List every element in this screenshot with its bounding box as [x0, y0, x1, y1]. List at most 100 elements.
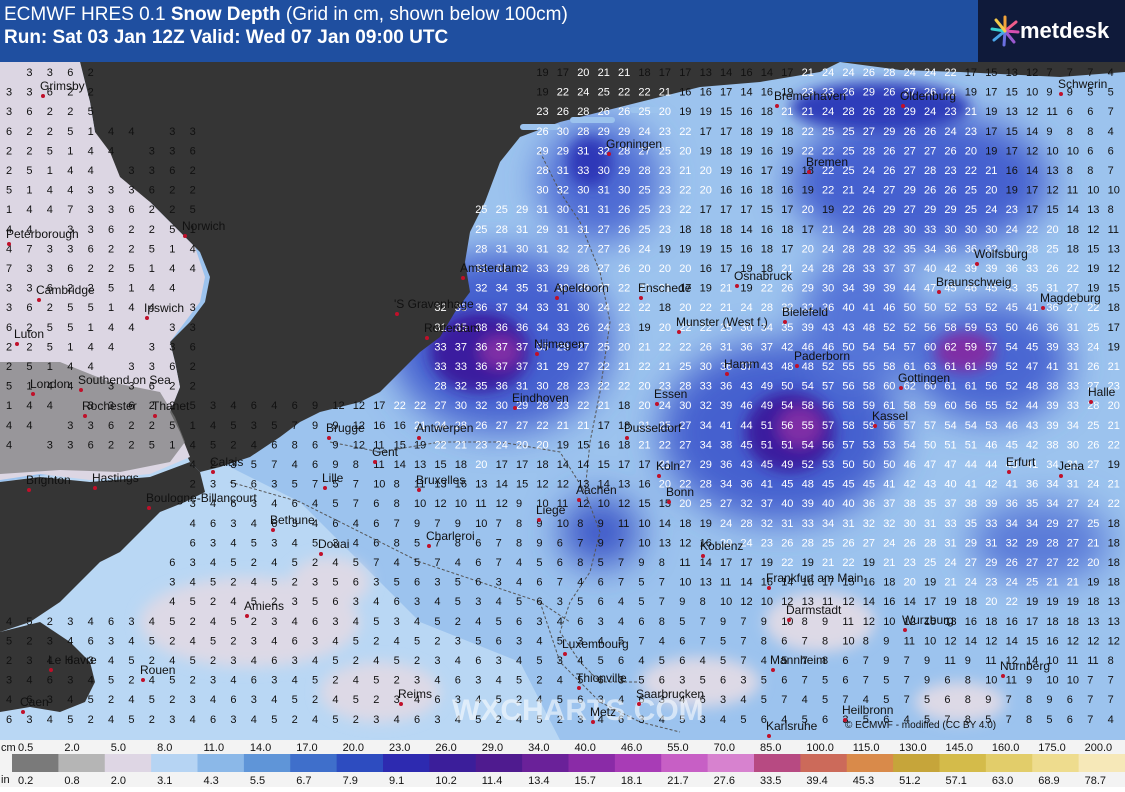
grid-value: 10: [1108, 185, 1120, 197]
grid-value: 30: [577, 185, 589, 197]
grid-value: 14: [740, 224, 752, 236]
grid-value: 8: [394, 498, 400, 510]
grid-value: 3: [638, 714, 644, 726]
grid-value: 26: [700, 341, 712, 353]
grid-value: 6: [26, 694, 32, 706]
grid-value: 11: [618, 518, 629, 530]
grid-value: 4: [210, 498, 216, 510]
grid-value: 15: [720, 106, 732, 118]
grid-value: 29: [802, 283, 814, 295]
chart-title: ECMWF HRES 0.1 Snow Depth (Grid in cm, s…: [4, 4, 568, 26]
grid-value: 22: [659, 439, 671, 451]
grid-value: 7: [353, 479, 359, 491]
grid-value: 52: [944, 302, 956, 314]
grid-value: 4: [190, 263, 196, 275]
grid-value: 9: [638, 557, 644, 569]
grid-value: 10: [781, 616, 793, 628]
grid-value: 5: [190, 400, 196, 412]
grid-value: 59: [965, 341, 977, 353]
grid-value: 11: [1046, 106, 1057, 118]
grid-value: 20: [904, 577, 916, 589]
grid-value: 3: [67, 420, 73, 432]
city-label: Calais: [210, 455, 243, 469]
grid-value: 19: [1046, 596, 1058, 608]
grid-value: 3: [108, 635, 114, 647]
grid-value: 35: [536, 341, 548, 353]
grid-value: 5: [47, 341, 53, 353]
grid-value: 4: [169, 283, 175, 295]
grid-value: 7: [496, 518, 502, 530]
grid-value: 36: [720, 381, 732, 393]
grid-value: 44: [1026, 400, 1038, 412]
grid-value: 9: [822, 616, 828, 628]
grid-value: 2: [251, 557, 257, 569]
grid-value: 27: [904, 204, 916, 216]
grid-value: 61: [965, 381, 977, 393]
grid-value: 46: [883, 302, 895, 314]
grid-value: 35: [965, 518, 977, 530]
grid-value: 27: [598, 224, 610, 236]
grid-value: 42: [1026, 439, 1038, 451]
grid-value: 31: [557, 165, 569, 177]
grid-value: 34: [822, 518, 834, 530]
grid-value: 4: [536, 635, 542, 647]
grid-value: 2: [190, 675, 196, 687]
grid-value: 5: [434, 616, 440, 628]
grid-value: 16: [720, 185, 732, 197]
grid-value: 21: [659, 283, 671, 295]
grid-value: 6: [190, 537, 196, 549]
grid-value: 27: [434, 400, 446, 412]
grid-value: 28: [536, 165, 548, 177]
grid-value: 5: [353, 557, 359, 569]
chart-header: ECMWF HRES 0.1 Snow Depth (Grid in cm, s…: [0, 0, 978, 62]
grid-value: 26: [904, 537, 916, 549]
grid-value: 5: [88, 694, 94, 706]
city-label: Luton: [14, 327, 44, 341]
grid-value: 15: [761, 204, 773, 216]
grid-value: 3: [149, 361, 155, 373]
grid-value: 5: [271, 420, 277, 432]
grid-value: 35: [924, 498, 936, 510]
city-dot: [153, 414, 157, 418]
grid-value: 2: [88, 87, 94, 99]
grid-value: 21: [1067, 577, 1079, 589]
grid-value: 2: [6, 341, 12, 353]
grid-value: 21: [659, 361, 671, 373]
city-dot: [639, 296, 643, 300]
grid-value: 33: [944, 518, 956, 530]
city-dot: [245, 614, 249, 618]
legend-in-label: 27.6: [714, 775, 735, 787]
grid-value: 35: [1026, 283, 1038, 295]
grid-value: 58: [842, 400, 854, 412]
grid-value: 60: [944, 400, 956, 412]
grid-value: 26: [842, 87, 854, 99]
city-label: Brugge: [326, 421, 365, 435]
grid-value: 33: [1067, 400, 1079, 412]
grid-value: 4: [26, 675, 32, 687]
city-dot: [903, 628, 907, 632]
grid-value: 28: [883, 106, 895, 118]
grid-value: 24: [842, 224, 854, 236]
grid-value: 26: [924, 126, 936, 138]
legend-swatch: [383, 754, 430, 772]
grid-value: 3: [169, 145, 175, 157]
city-label: Boulogne-Billancourt: [146, 491, 257, 505]
city-dot: [843, 718, 847, 722]
grid-value: 6: [659, 675, 665, 687]
grid-value: 15: [720, 243, 732, 255]
grid-value: 19: [740, 283, 752, 295]
grid-value: 27: [1067, 283, 1079, 295]
grid-value: 25: [1087, 420, 1099, 432]
grid-value: 2: [190, 381, 196, 393]
grid-value: 37: [516, 341, 528, 353]
grid-value: 16: [1006, 616, 1018, 628]
grid-value: 16: [679, 87, 691, 99]
grid-value: 39: [883, 283, 895, 295]
grid-value: 25: [822, 126, 834, 138]
grid-value: 7: [1006, 714, 1012, 726]
grid-value: 4: [292, 616, 298, 628]
grid-value: 3: [108, 185, 114, 197]
grid-value: 36: [822, 302, 834, 314]
grid-value: 3: [108, 400, 114, 412]
grid-value: 5: [169, 224, 175, 236]
